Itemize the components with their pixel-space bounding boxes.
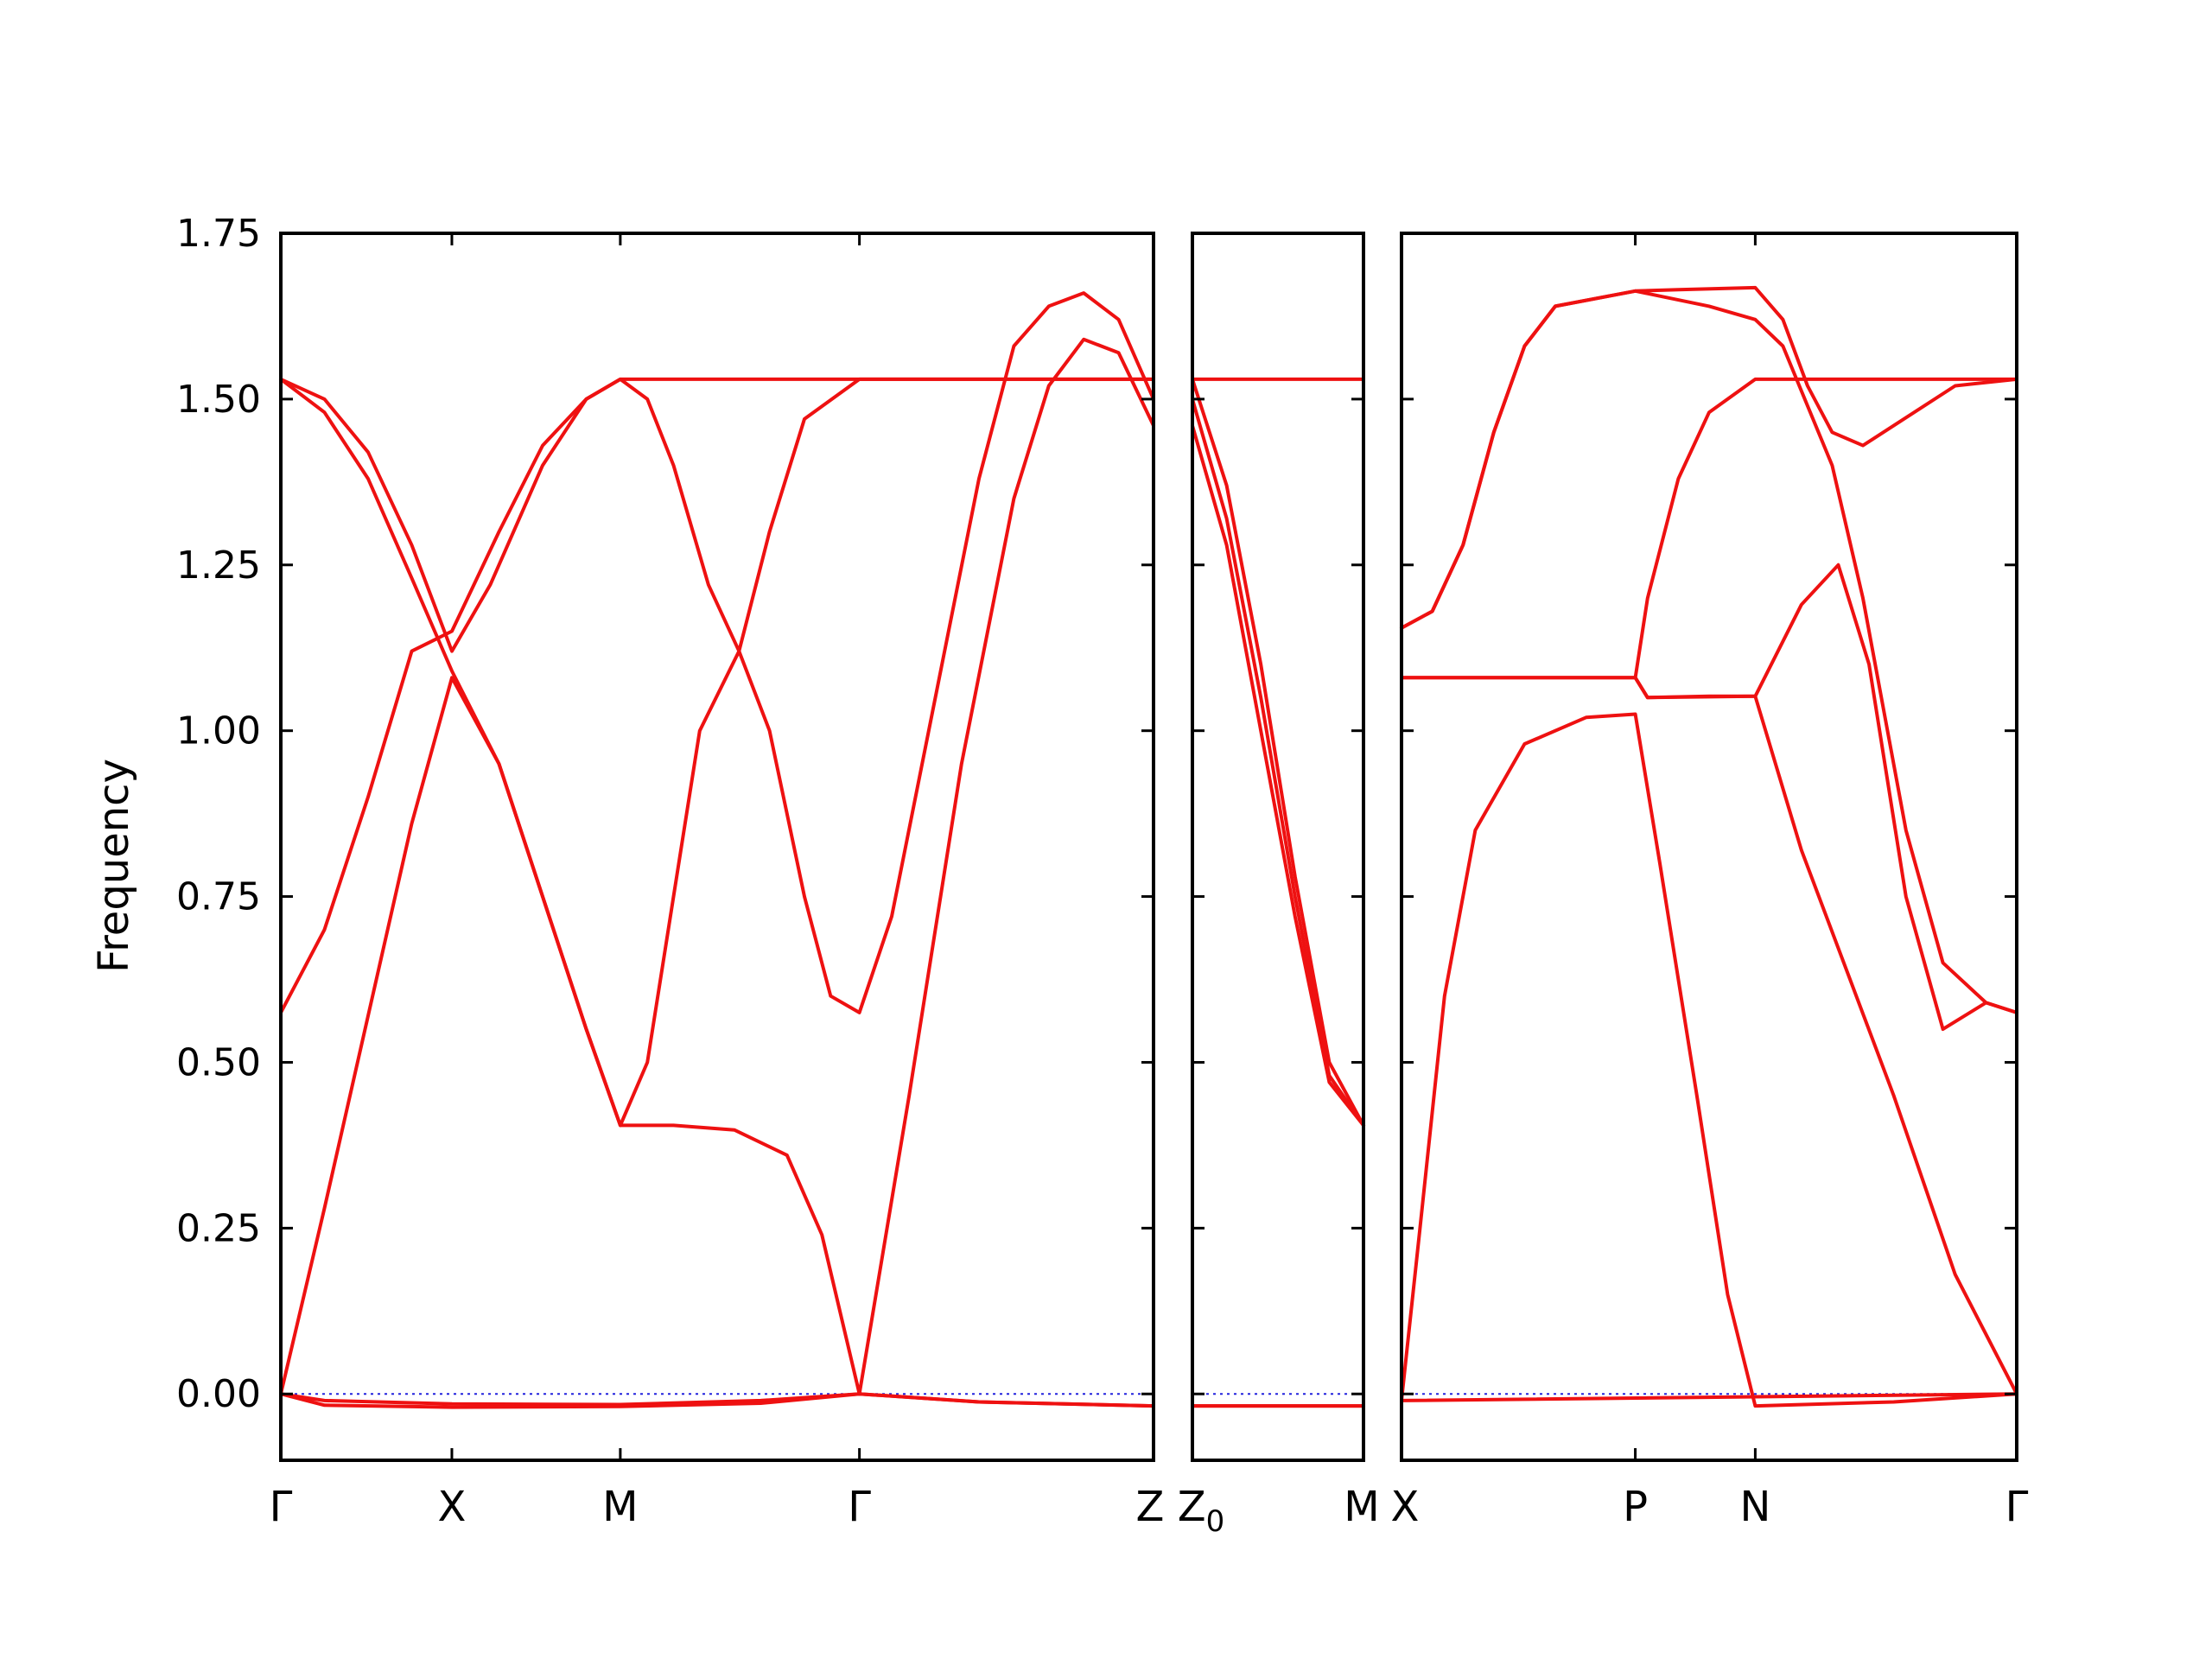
chart-panels: 0.000.250.500.751.001.251.501.75Γ X M Γ Z Z0 M… [176, 212, 2029, 1539]
band-line-1-3 [1191, 377, 1365, 1128]
kpoint-label: Γ [270, 1483, 293, 1531]
kpoint-label: M [602, 1483, 638, 1531]
band-line-2-0 [1400, 712, 2018, 1408]
y-tick-label: 1.25 [176, 543, 261, 588]
panel-0 [279, 232, 1155, 1462]
y-tick-label: 1.00 [176, 709, 261, 753]
y-tick-label: 0.00 [176, 1372, 261, 1416]
band-line-1-5 [1191, 423, 1365, 1128]
kpoint-label: Z0 [1178, 1483, 1225, 1539]
band-line-0-5 [279, 377, 1155, 653]
kpoint-label: Γ [2005, 1483, 2029, 1531]
y-axis-label: Frequency [90, 759, 138, 973]
band-line-2-4 [1400, 289, 2018, 1014]
band-line-0-3 [279, 377, 1155, 1014]
panel-2 [1400, 232, 2018, 1462]
kpoint-label: Z [1136, 1483, 1165, 1531]
panel-1 [1191, 232, 1365, 1462]
panel-frame [1400, 232, 2018, 1462]
kpoint-label: Γ [848, 1483, 871, 1531]
band-line-0-2 [279, 337, 1155, 1396]
band-line-1-4 [1191, 397, 1365, 1128]
kpoint-label: P [1623, 1483, 1648, 1531]
y-tick-label: 0.50 [176, 1040, 261, 1084]
band-line-2-3 [1400, 563, 2018, 1032]
band-line-0-4 [279, 291, 1155, 1128]
y-tick-label: 1.75 [176, 212, 261, 256]
panel-frame [1191, 232, 1365, 1462]
kpoint-label: X [438, 1483, 467, 1531]
kpoint-label: M [1344, 1483, 1379, 1531]
band-line-0-1 [279, 1392, 1155, 1409]
kpoint-label: X [1391, 1483, 1420, 1531]
y-tick-label: 0.25 [176, 1206, 261, 1250]
kpoint-label: N [1739, 1483, 1770, 1531]
band-line-2-1 [1400, 1392, 2018, 1402]
band-line-2-5 [1400, 285, 2018, 630]
band-line-2-6 [1633, 377, 2018, 680]
panel-frame [279, 232, 1155, 1462]
y-tick-label: 1.50 [176, 378, 261, 422]
band-line-2-2 [1400, 676, 2018, 1396]
y-tick-label: 0.75 [176, 875, 261, 919]
